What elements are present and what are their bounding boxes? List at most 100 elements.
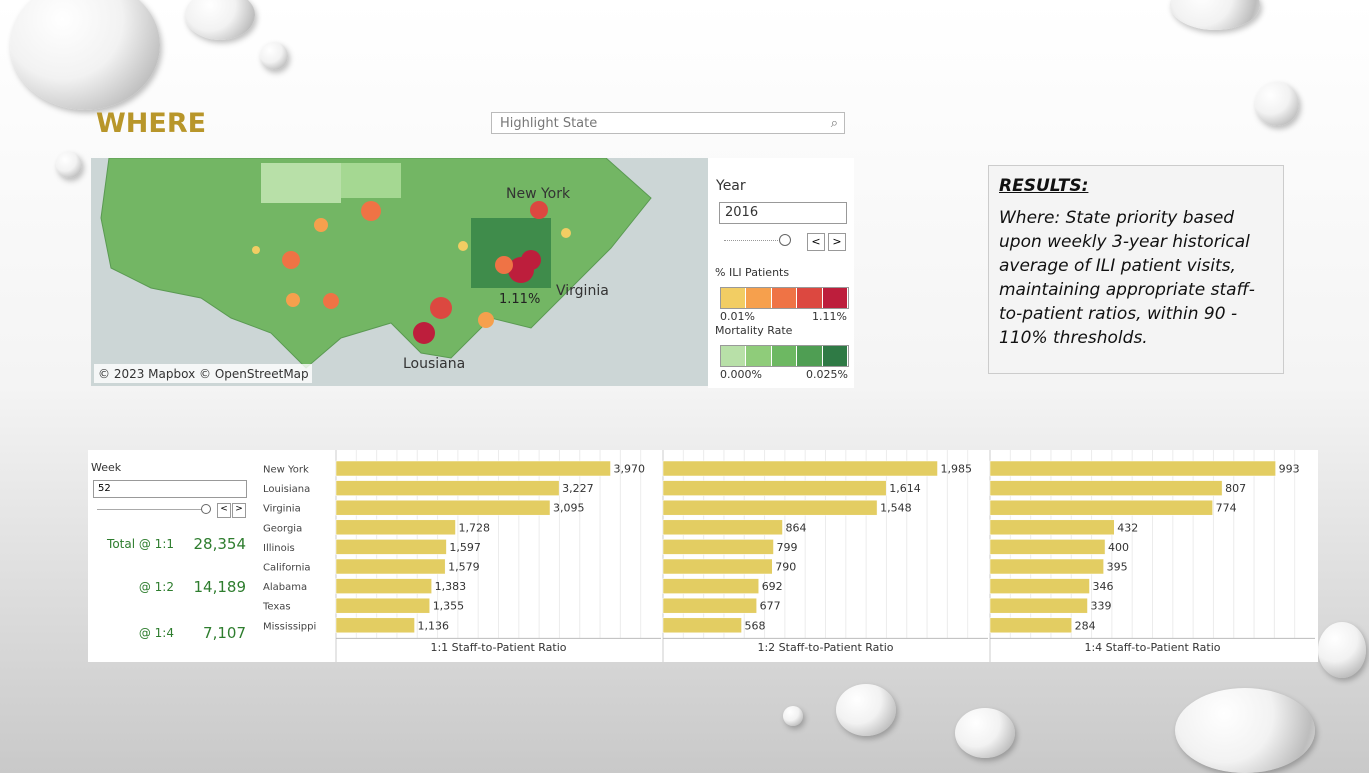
droplet [185,0,255,40]
map-point [314,218,328,232]
legend-ili [720,287,849,309]
bar [335,558,446,575]
results-title: RESULTS: [999,176,1089,196]
bar [662,519,783,536]
value-label: 432 [1117,521,1138,534]
category-label: New York [263,465,309,476]
prev-button[interactable]: < [807,233,825,251]
droplet [10,0,160,110]
map-label: 1.11% [499,292,540,307]
value-label: 807 [1225,482,1246,495]
year-label: Year [716,178,746,194]
slider-handle[interactable] [201,504,211,514]
category-label: Alabama [263,582,307,593]
legend-max: 0.025% [806,368,848,381]
category-label: Mississippi [263,621,316,632]
bar [662,539,774,555]
search-box[interactable]: Highlight State ⌕ [491,112,845,134]
value-label: 284 [1075,619,1096,632]
bar [989,617,1072,634]
bar [335,578,432,594]
value-label: 790 [775,561,796,574]
bar [335,460,611,477]
map-region [341,163,401,198]
value-label: 799 [777,541,798,554]
week-input[interactable]: 52 [93,480,247,498]
next-button[interactable]: > [232,503,246,518]
category-label: Texas [262,602,291,613]
total-value: 28,354 [193,535,247,553]
legend-swatch [746,346,772,366]
map-point [361,201,381,221]
category-label: California [263,563,311,574]
droplet [260,42,288,70]
total-value: 14,189 [193,578,247,596]
value-label: 1,597 [449,541,481,554]
map-attribution: © 2023 Mapbox © OpenStreetMap [98,367,309,381]
map-land [100,158,652,369]
bar [662,480,887,496]
x-axis-title: 1:2 Staff-to-Patient Ratio [757,641,893,654]
prev-button[interactable]: < [217,503,231,518]
map-label: New York [506,186,571,202]
total-label: @ 1:2 [138,580,174,594]
legend-min: 0.01% [720,310,755,323]
bar [989,539,1106,555]
map-point [530,201,548,219]
year-input[interactable]: 2016 [719,202,847,224]
droplet [1175,688,1315,773]
bar [335,499,551,516]
total-value: 7,107 [203,624,246,642]
legend-swatch [797,288,823,308]
total-label: Total @ 1:1 [107,537,174,551]
droplet [56,152,82,178]
value-label: 1,614 [889,482,921,495]
legend-max: 1.11% [812,310,847,323]
results-box: RESULTS: Where: State priority based upo… [988,165,1284,374]
value-label: 1,383 [435,580,467,593]
legend-swatch [822,288,849,308]
legend-swatch [771,288,798,308]
map-point [478,312,494,328]
droplet [955,708,1015,758]
map-point [430,297,452,319]
bar [989,480,1223,496]
legend-swatch [771,346,798,366]
category-label: Illinois [263,543,295,554]
bar [989,597,1088,614]
bar [662,499,878,516]
value-label: 3,227 [562,482,594,495]
value-label: 1,728 [458,521,490,534]
category-label: Louisiana [263,484,310,495]
map-point [458,241,468,251]
bar [989,519,1115,536]
value-label: 1,985 [941,463,973,476]
map-point [521,250,541,270]
legend-mortality [720,345,849,367]
droplet [1318,622,1366,678]
bar [662,460,938,477]
legend-swatch [746,288,772,308]
map-point [561,228,571,238]
droplet [783,706,803,726]
bar [662,558,773,575]
category-label: Virginia [263,504,301,515]
legend-swatch [721,288,747,308]
week-label: Week [91,461,122,474]
bar [989,499,1213,516]
bar [662,578,759,594]
bar [662,597,757,614]
map-point [252,246,260,254]
map-region [261,163,341,203]
droplet [836,684,896,736]
next-button[interactable]: > [828,233,846,251]
value-label: 339 [1091,600,1112,613]
x-axis-title: 1:4 Staff-to-Patient Ratio [1084,641,1220,654]
total-label: @ 1:4 [138,626,174,640]
week-slider[interactable] [97,509,207,510]
value-label: 993 [1279,463,1300,476]
year-slider[interactable] [724,240,788,241]
legend-title: Mortality Rate [715,324,793,337]
value-label: 1,579 [448,561,480,574]
slider-handle[interactable] [779,234,791,246]
